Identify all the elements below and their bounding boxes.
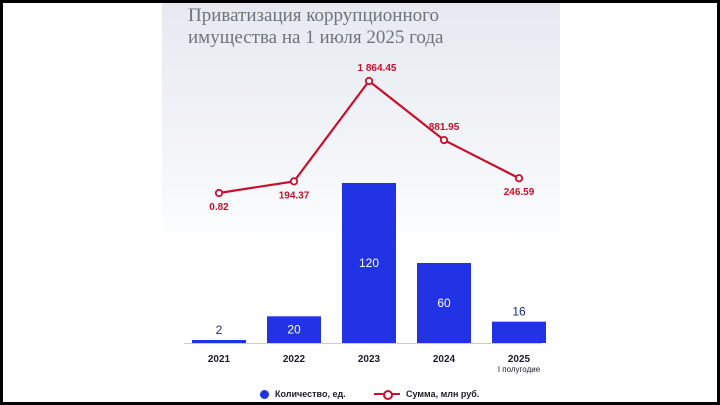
bar-2024 [417, 263, 471, 343]
bar-value-label-2025: 16 [512, 305, 526, 319]
bar-value-label-2024: 60 [437, 296, 451, 310]
bar-value-label-2023: 120 [359, 256, 379, 270]
chart-title-line-1: Приватизация коррупционного [188, 5, 439, 26]
sum-value-label-2023: 1 864.45 [358, 63, 397, 74]
x-tick-sublabel-2025: I полугодие [498, 365, 541, 374]
x-tick-label-2021: 2021 [208, 354, 231, 365]
bar-2022 [267, 316, 321, 343]
legend-item-sum: Сумма, млн руб. [374, 389, 480, 400]
sum-value-label-2021: 0.82 [209, 202, 229, 213]
x-tick-label-2022: 2022 [283, 354, 306, 365]
sum-value-label-2022: 194.37 [279, 190, 310, 201]
chart-title: Приватизация коррупционного имущества на… [188, 5, 548, 49]
chart-card: Приватизация коррупционного имущества на… [162, 3, 560, 402]
x-tick-label-2025: 2025 [508, 354, 531, 365]
x-tick-label-2023: 2023 [358, 354, 381, 365]
sum-point-2023 [364, 76, 374, 86]
legend-sum-label: Сумма, млн руб. [406, 389, 480, 399]
sum-point-2021 [214, 188, 224, 198]
legend-bar-marker [260, 389, 269, 399]
sum-point-2024 [439, 135, 449, 145]
bar-2021 [192, 340, 246, 343]
bar-2025 [492, 321, 546, 343]
legend-line-marker [374, 389, 400, 400]
sum-point-2025 [514, 174, 524, 183]
x-tick-label-2024: 2024 [433, 354, 456, 365]
legend-item-count: Количество, ед. [260, 389, 346, 399]
legend-count-label: Количество, ед. [275, 389, 346, 399]
sum-point-2022 [289, 177, 299, 186]
sum-value-label-2024: 881.95 [429, 122, 460, 133]
bar-value-label-2021: 2 [216, 323, 223, 337]
chart-legend: Количество, ед. Сумма, млн руб. [162, 389, 560, 402]
sum-value-label-2025: 246.59 [504, 187, 535, 198]
chart-title-line-2: имущества на 1 июля 2025 года [188, 27, 444, 48]
bar-value-label-2022: 20 [287, 323, 301, 337]
sum-series-line [218, 79, 520, 195]
bar-2023 [342, 183, 396, 343]
